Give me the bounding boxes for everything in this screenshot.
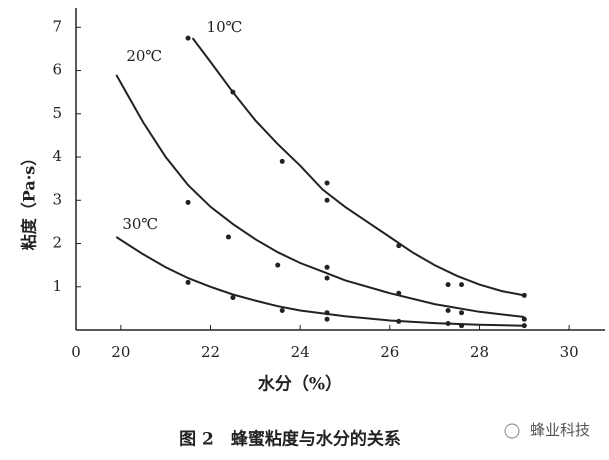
y-tick-label: 5 (52, 104, 62, 122)
x-tick-label: 28 (470, 343, 489, 361)
origin-label: 0 (71, 343, 81, 361)
x-tick-label: 26 (380, 343, 399, 361)
curve (115, 236, 525, 327)
watermark: 蜂业科技 (530, 421, 590, 439)
data-point (275, 262, 281, 268)
data-point (459, 282, 465, 288)
data-point (521, 323, 527, 329)
curve (115, 74, 525, 318)
data-point (521, 316, 527, 322)
data-point (230, 295, 236, 301)
data-point (230, 89, 236, 95)
y-tick-label: 1 (52, 277, 62, 295)
y-tick-label: 3 (52, 190, 62, 208)
x-tick-label: 24 (291, 343, 310, 361)
data-point (445, 321, 451, 327)
x-tick-label: 30 (560, 343, 579, 361)
y-tick-label: 6 (52, 61, 62, 79)
data-point (225, 234, 231, 240)
curve-label: 30℃ (122, 215, 158, 233)
watermark-icon (504, 423, 520, 439)
data-point (324, 264, 330, 270)
curve (191, 37, 525, 297)
y-tick-label: 4 (52, 147, 62, 165)
y-axis-label: 粘度（Pa·s） (20, 150, 39, 251)
data-point (324, 310, 330, 316)
x-tick-label: 22 (201, 343, 220, 361)
data-point (185, 279, 191, 285)
data-point (324, 275, 330, 281)
data-point (324, 316, 330, 322)
data-point (396, 243, 402, 249)
data-point (396, 318, 402, 324)
caption: 图 2 蜂蜜粘度与水分的关系 (179, 429, 401, 450)
data-point (445, 308, 451, 314)
data-point (185, 35, 191, 41)
curve-label: 20℃ (126, 47, 162, 65)
x-tick-label: 20 (111, 343, 130, 361)
y-tick-label: 7 (52, 17, 62, 35)
data-point (324, 180, 330, 186)
data-point (279, 158, 285, 164)
data-point (396, 290, 402, 296)
x-axis-label: 水分（%） (258, 374, 342, 395)
data-point (459, 323, 465, 329)
curve-label: 10℃ (207, 18, 243, 36)
data-point (185, 199, 191, 205)
y-tick-label: 2 (52, 234, 62, 252)
data-point (521, 292, 527, 298)
data-point (324, 197, 330, 203)
data-point (279, 308, 285, 314)
data-point (445, 282, 451, 288)
data-point (459, 310, 465, 316)
